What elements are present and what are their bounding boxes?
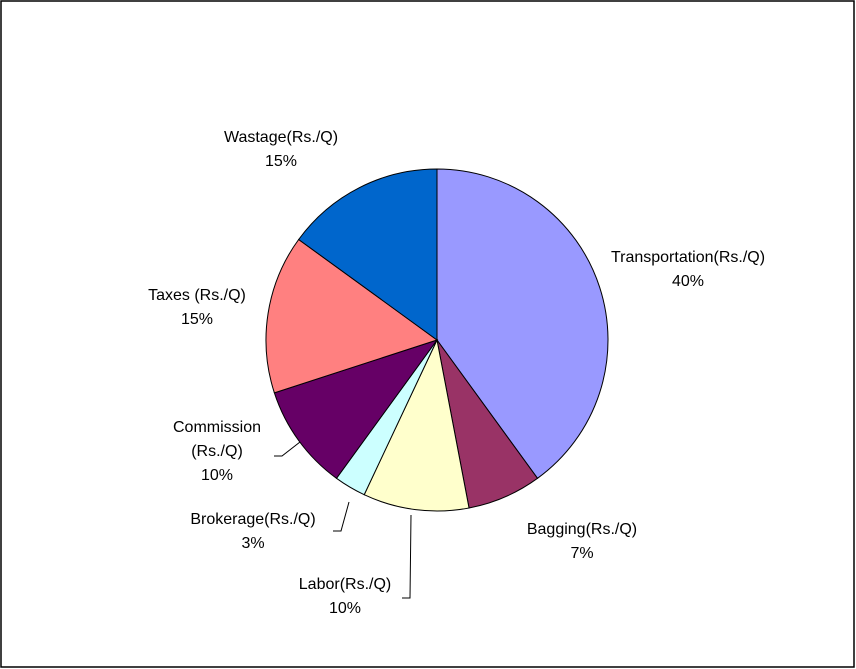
category-label: Brokerage(Rs./Q)	[190, 511, 316, 528]
slice-label: Wastage(Rs./Q) 15%	[196, 126, 366, 174]
value-label: 15%	[180, 311, 214, 328]
value-label: 10%	[200, 467, 234, 484]
pie	[265, 168, 609, 512]
slice-label: Labor(Rs./Q) 10%	[265, 573, 425, 621]
pie-slice	[363, 338, 470, 512]
leader-line	[274, 441, 301, 457]
leader-line	[333, 501, 350, 532]
value-label: 3%	[241, 535, 265, 552]
slice-label: Bagging(Rs./Q) 7%	[502, 518, 662, 566]
slice-label: Transportation(Rs./Q) 40%	[603, 246, 773, 294]
value-label: 15%	[264, 153, 298, 170]
category-label: Taxes (Rs./Q)	[148, 287, 246, 304]
pie-slice	[265, 238, 439, 394]
category-label: Bagging(Rs./Q)	[526, 521, 638, 538]
category-label: Labor(Rs./Q)	[298, 576, 392, 593]
category-label: Transportation(Rs./Q)	[610, 249, 766, 266]
value-label: 7%	[570, 545, 594, 562]
value-label: 40%	[671, 273, 705, 290]
pie-slice	[297, 168, 438, 341]
category-label: Wastage(Rs./Q)	[223, 129, 339, 146]
slice-label: Taxes (Rs./Q) 15%	[112, 284, 282, 332]
value-label: 10%	[328, 600, 362, 617]
slice-label: Commission (Rs./Q) 10%	[167, 416, 267, 488]
pie-slice	[273, 339, 439, 480]
leader-line	[402, 514, 412, 599]
slice-label: Brokerage(Rs./Q) 3%	[168, 508, 338, 556]
category-label: Commission (Rs./Q)	[172, 419, 261, 460]
pie-slice	[436, 168, 609, 480]
